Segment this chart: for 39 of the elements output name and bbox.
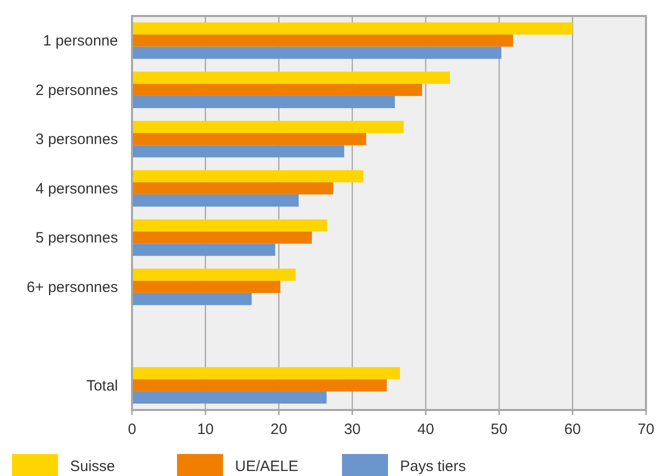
bar (132, 22, 573, 35)
legend-label: Suisse (70, 458, 116, 475)
x-tick-label: 0 (128, 421, 136, 438)
bar (132, 72, 450, 84)
bar (132, 46, 502, 59)
y-tick-label: 1 personne (42, 32, 118, 50)
bar (132, 145, 344, 158)
bar (132, 84, 422, 96)
y-tick-label: 4 personnes (35, 180, 118, 198)
y-tick-label: 3 personnes (35, 131, 118, 148)
bar (132, 182, 334, 194)
legend-label: UE/AELE (235, 458, 298, 475)
x-tick-label: 20 (270, 421, 288, 438)
bar (132, 280, 280, 293)
x-tick-label: 60 (564, 421, 581, 438)
bar (132, 34, 514, 47)
bar (132, 244, 276, 256)
y-tick-label: 5 personnes (35, 230, 118, 247)
x-tick-label: 70 (638, 421, 654, 438)
bar (132, 232, 312, 244)
bar (132, 367, 400, 380)
bar (132, 96, 395, 108)
bar (132, 194, 299, 207)
bar (132, 268, 296, 281)
bar (132, 219, 328, 232)
x-tick-label: 50 (490, 421, 508, 438)
y-tick-label: 2 personnes (35, 82, 118, 99)
bar (132, 120, 404, 134)
x-tick-label: 10 (197, 421, 214, 438)
x-tick-label: 40 (417, 421, 434, 438)
x-tick-label: 30 (344, 421, 361, 438)
legend-label: Pays tiers (400, 458, 466, 475)
bar (132, 379, 387, 392)
bar (132, 133, 366, 146)
y-tick-label: Total (86, 377, 118, 394)
bar (132, 170, 364, 182)
bar (132, 292, 252, 306)
bar (132, 391, 327, 404)
y-tick-label: 6+ personnes (26, 278, 118, 296)
